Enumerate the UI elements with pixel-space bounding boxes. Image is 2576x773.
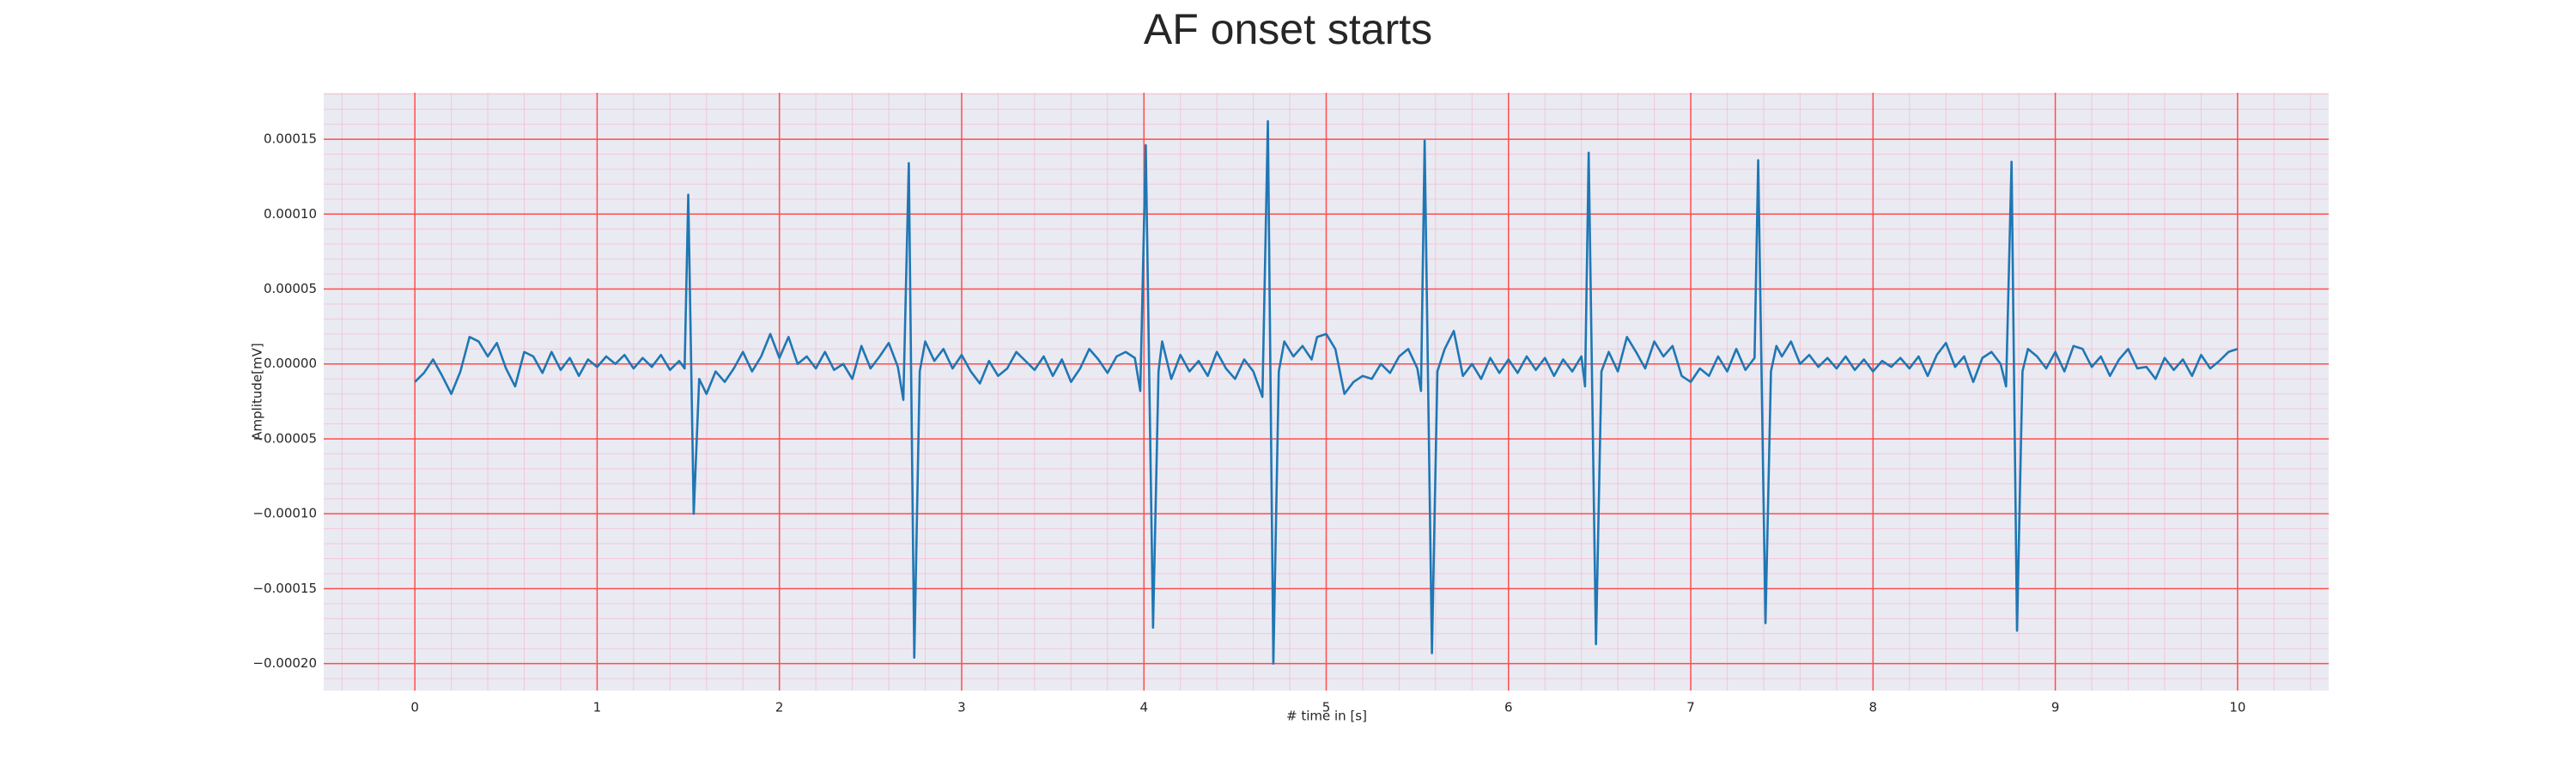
- y-tick-label: 0.00015: [264, 131, 317, 147]
- x-tick-label: 7: [1686, 700, 1695, 715]
- y-tick-label: −0.00015: [252, 581, 317, 596]
- x-tick-label: 1: [593, 700, 602, 715]
- x-axis-label: # time in [s]: [1286, 709, 1367, 724]
- chart-title: AF onset starts: [1144, 5, 1432, 53]
- x-tick-label: 10: [2229, 700, 2245, 715]
- x-tick-label: 3: [957, 700, 966, 715]
- x-tick-label: 4: [1139, 700, 1148, 715]
- y-tick-label: −0.00010: [252, 506, 317, 521]
- x-tick-label: 0: [410, 700, 419, 715]
- x-tick-label: 9: [2051, 700, 2060, 715]
- x-tick-label: 8: [1869, 700, 1878, 715]
- y-axis-label: Amplitude[mV]: [250, 343, 265, 440]
- y-tick-label: 0.00005: [264, 281, 317, 296]
- y-tick-label: 0.00000: [264, 356, 317, 371]
- y-tick-label: 0.00010: [264, 206, 317, 222]
- y-tick-label: −0.00020: [252, 655, 317, 671]
- y-tick-label: −0.00005: [252, 430, 317, 446]
- x-tick-label: 2: [775, 700, 784, 715]
- x-tick-label: 6: [1504, 700, 1513, 715]
- x-tick-label: 5: [1322, 700, 1331, 715]
- signal-line: [414, 119, 2239, 665]
